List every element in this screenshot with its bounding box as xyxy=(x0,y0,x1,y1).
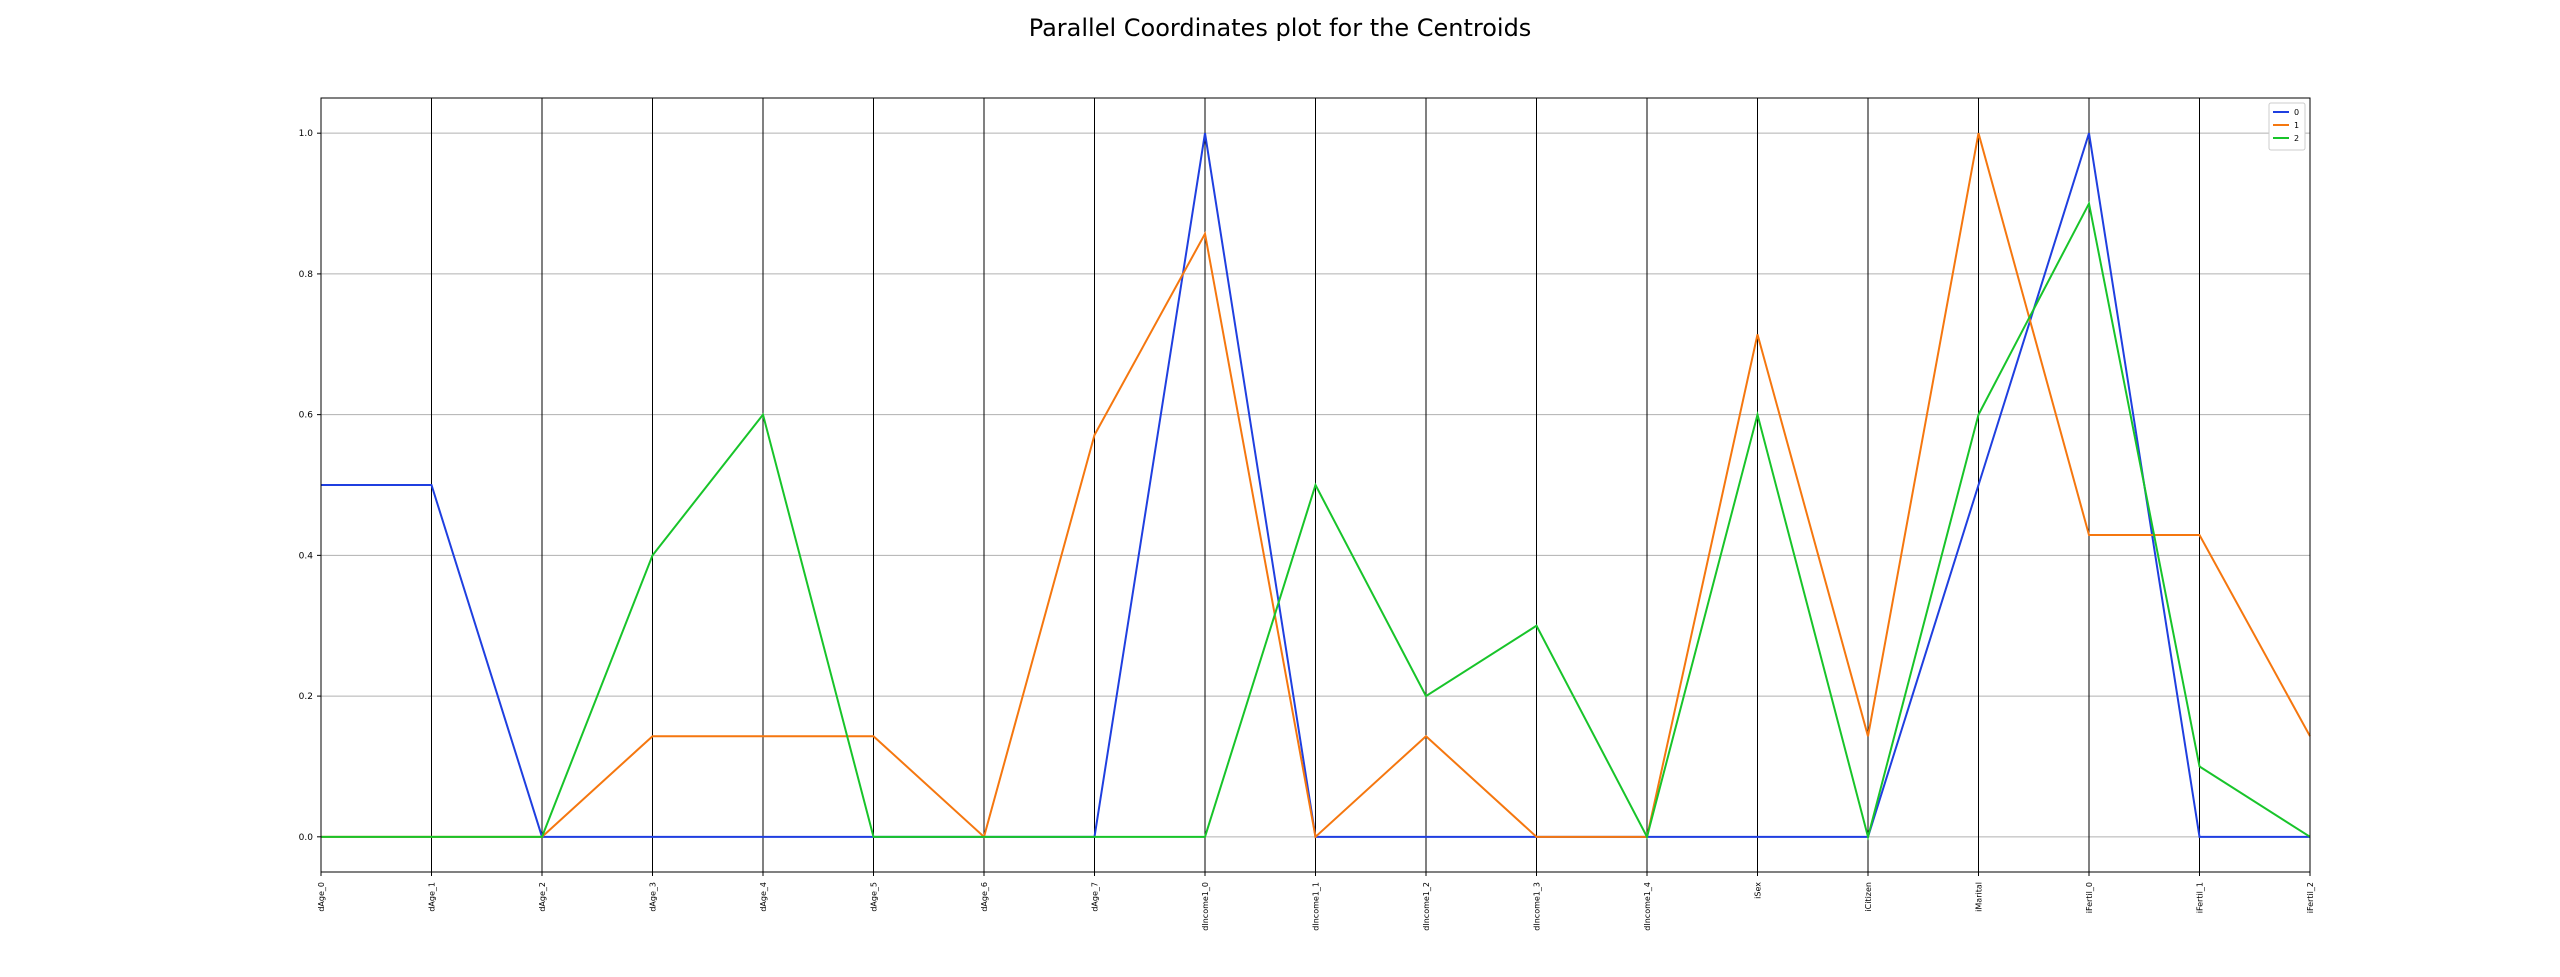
series-line-2 xyxy=(321,200,2311,841)
series-line-1 xyxy=(321,132,2311,839)
x-tick-label: dIncome1_3 xyxy=(1533,882,1542,931)
y-tick-label: 0.4 xyxy=(299,551,314,561)
y-tick-label: 0.2 xyxy=(299,692,313,702)
x-tick-label: dAge_3 xyxy=(649,882,658,912)
x-tick-label: dAge_7 xyxy=(1091,882,1100,912)
x-tick-label: iCitizen xyxy=(1864,882,1873,912)
series-layer xyxy=(321,132,2311,841)
x-tick-label: iMarital xyxy=(1975,882,1984,912)
y-tick-label: 0.0 xyxy=(299,833,314,843)
x-tick-label: dAge_1 xyxy=(428,882,437,912)
x-tick-label: iSex xyxy=(1754,882,1763,899)
x-tick-label: dIncome1_2 xyxy=(1422,882,1431,931)
x-axis: dAge_0 dAge_1 dAge_2 dAge_3 dAge_4 dAge_5 dAge… xyxy=(317,872,2315,931)
y-tick-label: 0.6 xyxy=(299,411,314,421)
x-tick-label: dIncome1_4 xyxy=(1643,882,1652,931)
x-tick-label: iFertil_1 xyxy=(2196,882,2205,913)
x-tick-label: dIncome1_1 xyxy=(1312,882,1321,931)
x-tick-label: dAge_4 xyxy=(759,882,768,912)
y-tick-label: 1.0 xyxy=(299,129,314,139)
x-tick-label: dAge_0 xyxy=(317,882,326,912)
legend-box xyxy=(2268,102,2306,151)
x-tick-label: dIncome1_0 xyxy=(1201,882,1210,931)
x-tick-label: iFertil_2 xyxy=(2306,882,2315,913)
x-tick-label: dAge_5 xyxy=(870,882,879,912)
y-axis: 0.0 0.2 0.4 0.6 0.8 1.0 xyxy=(299,129,321,843)
x-tick-label: iFertil_0 xyxy=(2085,882,2094,913)
chart-title: Parallel Coordinates plot for the Centro… xyxy=(1028,14,1532,42)
y-tick-label: 0.8 xyxy=(299,270,314,280)
x-tick-label: dAge_2 xyxy=(538,882,547,912)
legend-label-2: 2 xyxy=(2294,134,2299,143)
legend-label-1: 1 xyxy=(2294,121,2299,130)
legend-label-0: 0 xyxy=(2294,108,2299,117)
legend: 0 1 2 xyxy=(2268,102,2306,151)
x-tick-label: dAge_6 xyxy=(980,882,989,912)
